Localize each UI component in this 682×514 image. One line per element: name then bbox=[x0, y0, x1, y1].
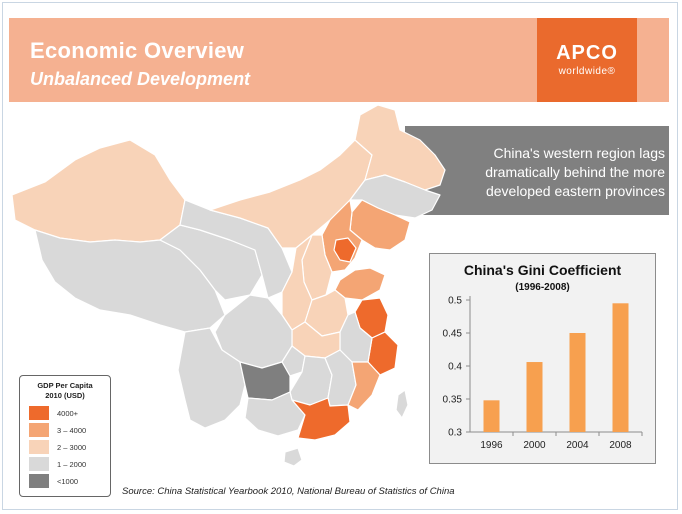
x-tick-label: 1996 bbox=[480, 440, 503, 451]
source-note: Source: China Statistical Yearbook 2010,… bbox=[122, 486, 455, 497]
gini-chart: 0.3 0.35 0.4 0.45 0.5 1996 2000 2004 2008 bbox=[443, 296, 643, 451]
slide-title: Economic Overview bbox=[30, 38, 245, 63]
legend-label: 1 – 2000 bbox=[57, 460, 87, 469]
legend-title-line1: GDP Per Capita bbox=[37, 381, 93, 390]
legend-item: 3 – 4000 bbox=[29, 423, 107, 437]
legend-item: <1000 bbox=[29, 474, 107, 488]
legend-item: 1 – 2000 bbox=[29, 457, 107, 471]
map-legend: GDP Per Capita 2010 (USD) 4000+ 3 – 4000… bbox=[19, 375, 111, 497]
map-region-guangdong bbox=[291, 397, 351, 441]
callout-box: China's western region lags dramatically… bbox=[405, 126, 669, 215]
logo-main-text: APCO bbox=[556, 42, 618, 64]
gini-chart-panel: China's Gini Coefficient (1996-2008) 0.3… bbox=[429, 253, 656, 464]
map-region-xinjiang bbox=[11, 139, 186, 243]
x-tick-label: 2004 bbox=[566, 440, 589, 451]
x-tick-label: 2008 bbox=[609, 440, 632, 451]
y-tick-label: 0.45 bbox=[443, 329, 463, 340]
legend-label: 2 – 3000 bbox=[57, 443, 87, 452]
y-tick-label: 0.5 bbox=[448, 296, 462, 307]
callout-text: China's western region lags dramatically… bbox=[485, 145, 665, 199]
slide-subtitle: Unbalanced Development bbox=[30, 69, 251, 89]
legend-swatch bbox=[29, 474, 49, 488]
map-region-guangxi bbox=[244, 391, 306, 437]
map-region-yunnan bbox=[177, 327, 246, 429]
apco-logo: APCO worldwide® bbox=[537, 18, 637, 102]
legend-swatch bbox=[29, 423, 49, 437]
chart-title: China's Gini Coefficient bbox=[463, 262, 622, 278]
legend-label: 4000+ bbox=[57, 409, 79, 418]
legend-label: <1000 bbox=[57, 477, 79, 486]
legend-swatch bbox=[29, 406, 49, 420]
china-map bbox=[11, 104, 446, 467]
bar bbox=[526, 362, 543, 432]
legend-title-line2: 2010 (USD) bbox=[45, 391, 85, 400]
y-tick-label: 0.3 bbox=[448, 428, 462, 439]
map-region-guizhou bbox=[239, 361, 291, 401]
map-region-heilongjiang bbox=[354, 104, 446, 191]
legend-swatch bbox=[29, 440, 49, 454]
slide-frame bbox=[2, 2, 678, 510]
map-region-beijing-tianjin bbox=[333, 237, 357, 263]
map-region-shandong bbox=[334, 267, 386, 301]
bar bbox=[483, 400, 500, 432]
bar bbox=[612, 303, 629, 432]
legend-title: GDP Per Capita 2010 (USD) bbox=[20, 381, 110, 401]
x-tick-label: 2000 bbox=[523, 440, 546, 451]
map-region-jilin bbox=[349, 174, 441, 219]
legend-label: 3 – 4000 bbox=[57, 426, 87, 435]
legend-swatch bbox=[29, 457, 49, 471]
y-tick-label: 0.4 bbox=[448, 362, 462, 373]
y-tick-label: 0.35 bbox=[443, 395, 463, 406]
logo-sub-text: worldwide® bbox=[558, 66, 616, 77]
map-region-taiwan bbox=[395, 389, 409, 419]
legend-item: 2 – 3000 bbox=[29, 440, 107, 454]
bar bbox=[569, 333, 586, 432]
legend-item: 4000+ bbox=[29, 406, 107, 420]
map-region-fujian bbox=[347, 361, 381, 411]
map-region-hainan bbox=[283, 447, 303, 467]
chart-subtitle: (1996-2008) bbox=[515, 282, 570, 293]
